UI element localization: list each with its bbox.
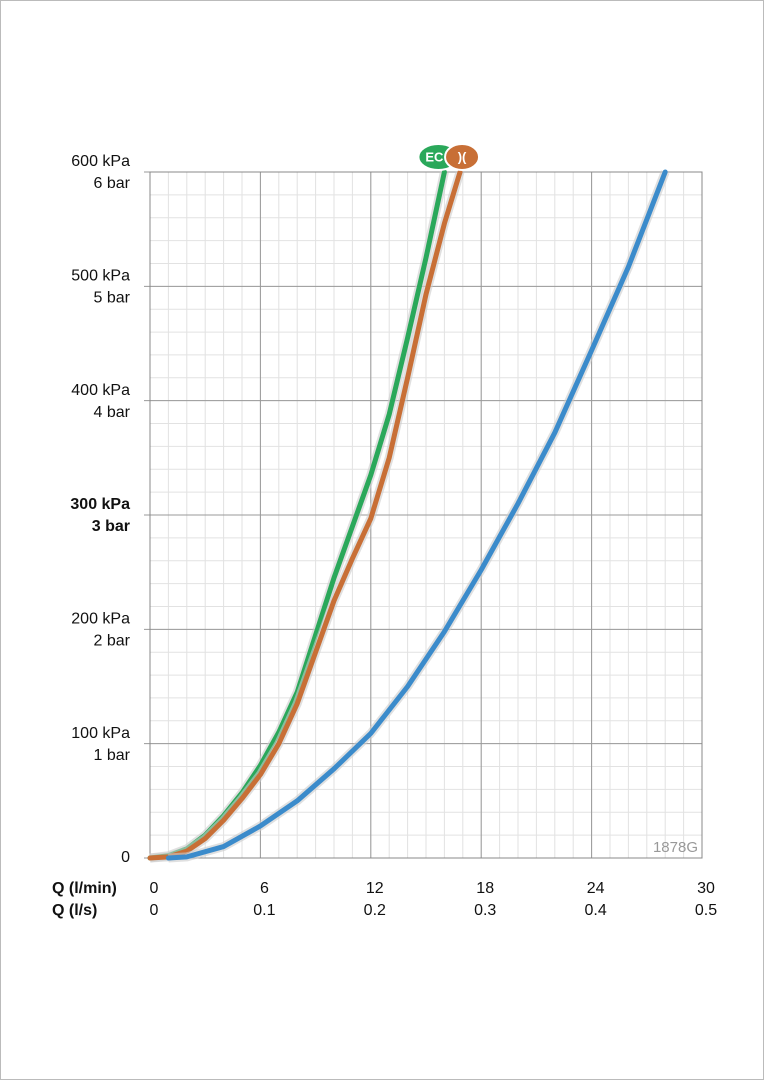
line: [147, 169, 463, 861]
x2-axis-label: Q (l/s): [52, 902, 97, 919]
plot-border: [149, 171, 703, 859]
x-tick-label: 6: [260, 880, 269, 897]
y-bar-tick-label: 3 bar: [92, 518, 130, 535]
watermark: 1878G: [653, 839, 698, 856]
y-bar-tick-label: 2 bar: [94, 633, 131, 650]
x2-tick-label: 0: [150, 902, 159, 919]
legend-badge: [444, 143, 481, 171]
x-tick-label: 12: [366, 880, 384, 897]
y-tick-label: 0: [121, 849, 130, 866]
x2-tick-label: 0.5: [695, 902, 717, 919]
x2-tick-label: 0.4: [584, 902, 606, 919]
y-tick-label: 600 kPa: [71, 153, 130, 170]
y-tick-label: 500 kPa: [71, 268, 130, 285]
y-bar-tick-label: 1 bar: [94, 747, 131, 764]
y-bar-tick-label: 4 bar: [94, 404, 131, 421]
x-tick-label: 24: [587, 880, 605, 897]
y-tick-label: 100 kPa: [71, 725, 130, 742]
x-tick-label: 18: [476, 880, 494, 897]
x2-tick-label: 0.2: [364, 902, 386, 919]
legend-entry: )(: [444, 143, 481, 171]
x2-tick-label: 0.3: [474, 902, 496, 919]
x-tick-label: 30: [697, 880, 715, 897]
y-tick-label: 400 kPa: [71, 382, 130, 399]
legend-label: EC: [425, 149, 444, 164]
line: [165, 169, 668, 861]
y-tick-label: 200 kPa: [71, 611, 130, 628]
x-axis-label: Q (l/min): [52, 880, 117, 897]
x-tick-label: 0: [150, 880, 159, 897]
y-bar-tick-label: 5 bar: [94, 290, 131, 307]
y-bar-tick-label: 6 bar: [94, 175, 131, 192]
x2-tick-label: 0.1: [253, 902, 275, 919]
y-tick-label: 300 kPa: [70, 496, 130, 513]
legend-label: )(: [458, 149, 467, 164]
